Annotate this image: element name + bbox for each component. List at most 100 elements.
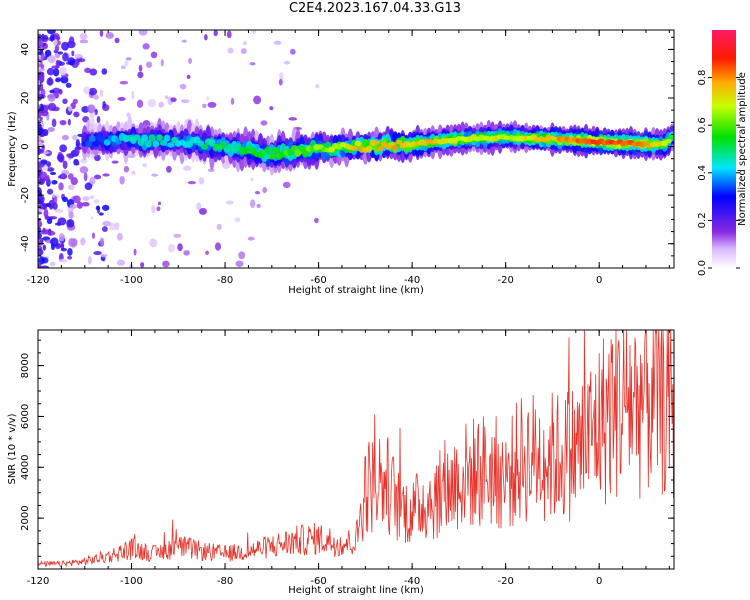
spectral-noise-cell <box>67 247 73 256</box>
x-tick-label: -100 <box>120 275 143 286</box>
y-tick-label: 6000 <box>20 404 31 429</box>
spectral-noise-cell <box>62 98 68 105</box>
spectral-noise-cell <box>98 212 104 216</box>
ridge-cell <box>159 140 167 146</box>
spectral-noise-cell <box>49 261 56 267</box>
ridge-cell <box>201 144 208 150</box>
spectral-noise-cell <box>138 64 143 72</box>
spectral-noise-cell <box>68 36 75 45</box>
spectral-noise-cell <box>68 237 75 247</box>
ridge-cell <box>376 145 384 152</box>
spectral-noise-cell <box>206 96 210 101</box>
spectral-noise-cell <box>54 209 64 213</box>
spectral-noise-cell <box>38 123 42 133</box>
spectral-noise-cell <box>89 68 98 76</box>
spectral-noise-cell <box>145 61 153 68</box>
ridge-cell <box>163 134 171 142</box>
spectral-noise-cell <box>96 115 101 124</box>
spectral-noise-cell <box>43 208 49 218</box>
spectral-noise-cell <box>47 30 56 35</box>
figure-title: C2E4.2023.167.04.33.G13 <box>288 1 462 16</box>
spectral-noise-cell <box>173 233 182 238</box>
spectral-noise-cell <box>181 39 187 43</box>
spectral-noise-cell <box>78 58 86 63</box>
top-x-axis-label: Height of straight line (km) <box>288 285 424 296</box>
spectral-noise-cell <box>93 199 100 204</box>
x-tick-label: -120 <box>27 275 50 286</box>
bottom-plot-frame <box>37 329 675 570</box>
spectral-noise-cell <box>162 260 170 268</box>
colorbar-tick-label: 0.2 <box>697 212 708 228</box>
spectral-noise-cell <box>156 206 161 212</box>
ridge-cell <box>156 134 163 142</box>
spectral-noise-cell <box>39 116 43 121</box>
ridge-cell <box>264 146 272 154</box>
x-tick-label: -80 <box>217 576 233 587</box>
spectral-noise-cell <box>67 57 76 66</box>
spectral-noise-cell <box>80 237 86 246</box>
spectral-noise-cell <box>149 238 158 248</box>
ridge-cell <box>144 139 152 148</box>
spectral-noise-cell <box>82 196 90 202</box>
spectral-noise-cell <box>59 258 68 263</box>
spectral-noise-cell <box>40 195 45 203</box>
spectral-noise-cell <box>314 217 319 224</box>
spectral-noise-cell <box>69 204 78 209</box>
x-tick-label: -60 <box>310 576 326 587</box>
spectral-noise-cell <box>188 57 192 65</box>
colorbar-tick-label: 0.8 <box>697 70 708 86</box>
ridge-cell <box>350 145 358 151</box>
spectral-noise-cell <box>158 101 165 108</box>
spectral-noise-cell <box>260 120 268 126</box>
spectral-noise-cell <box>288 117 298 121</box>
spectral-noise-cell <box>38 94 42 98</box>
spectral-noise-cell <box>226 30 232 39</box>
x-tick-label: -60 <box>310 275 326 286</box>
spectral-noise-cell <box>251 30 257 34</box>
spectral-noise-cell <box>54 45 60 52</box>
spectral-noise-cell <box>87 255 92 265</box>
spectral-noise-cell <box>65 82 72 88</box>
spectral-noise-cell <box>177 243 183 252</box>
spectral-noise-cell <box>67 105 73 112</box>
spectral-noise-cell <box>225 200 234 205</box>
spectral-noise-cell <box>147 99 157 108</box>
spectral-noise-cell <box>75 148 80 155</box>
spectral-noise-cell <box>117 96 126 101</box>
spectral-noise-cell <box>79 39 89 44</box>
ridge-cell <box>92 141 100 148</box>
spectral-noise-cell <box>53 39 58 46</box>
spectral-noise-cell <box>47 55 56 64</box>
ridge-cell <box>668 134 674 140</box>
spectral-noise-cell <box>99 30 104 37</box>
spectral-noise-cell <box>62 52 69 62</box>
spectral-noise-cell <box>38 82 44 92</box>
spectral-noise-cell <box>102 173 110 177</box>
spectral-noise-cell <box>183 250 190 256</box>
spectral-noise-cell <box>38 136 42 144</box>
spectral-noise-cell <box>256 203 261 208</box>
spectral-noise-cell <box>42 165 49 171</box>
spectral-noise-cell <box>62 160 68 170</box>
x-tick-label: -120 <box>27 576 50 587</box>
spectral-noise-cell <box>83 86 90 95</box>
spectral-noise-cell <box>240 48 247 54</box>
spectral-noise-cell <box>47 93 56 102</box>
spectral-noise-cell <box>202 103 207 108</box>
spectral-noise-cell <box>48 76 52 86</box>
spectral-noise-cell <box>57 51 64 55</box>
spectral-noise-cell <box>46 67 55 76</box>
y-tick-label: 0 <box>20 143 31 149</box>
spectral-noise-cell <box>46 230 56 236</box>
spectral-noise-cell <box>131 90 135 100</box>
spectral-noise-cell <box>76 201 83 209</box>
spectral-noise-cell <box>48 199 55 209</box>
spectral-noise-cell <box>254 190 261 195</box>
spectral-noise-cell <box>151 173 159 177</box>
spectral-noise-cell <box>44 49 52 58</box>
spectral-noise-cell <box>47 102 57 112</box>
ridge-cell <box>290 144 298 152</box>
spectral-noise-cell <box>289 48 296 55</box>
spectral-noise-cell <box>80 158 88 164</box>
